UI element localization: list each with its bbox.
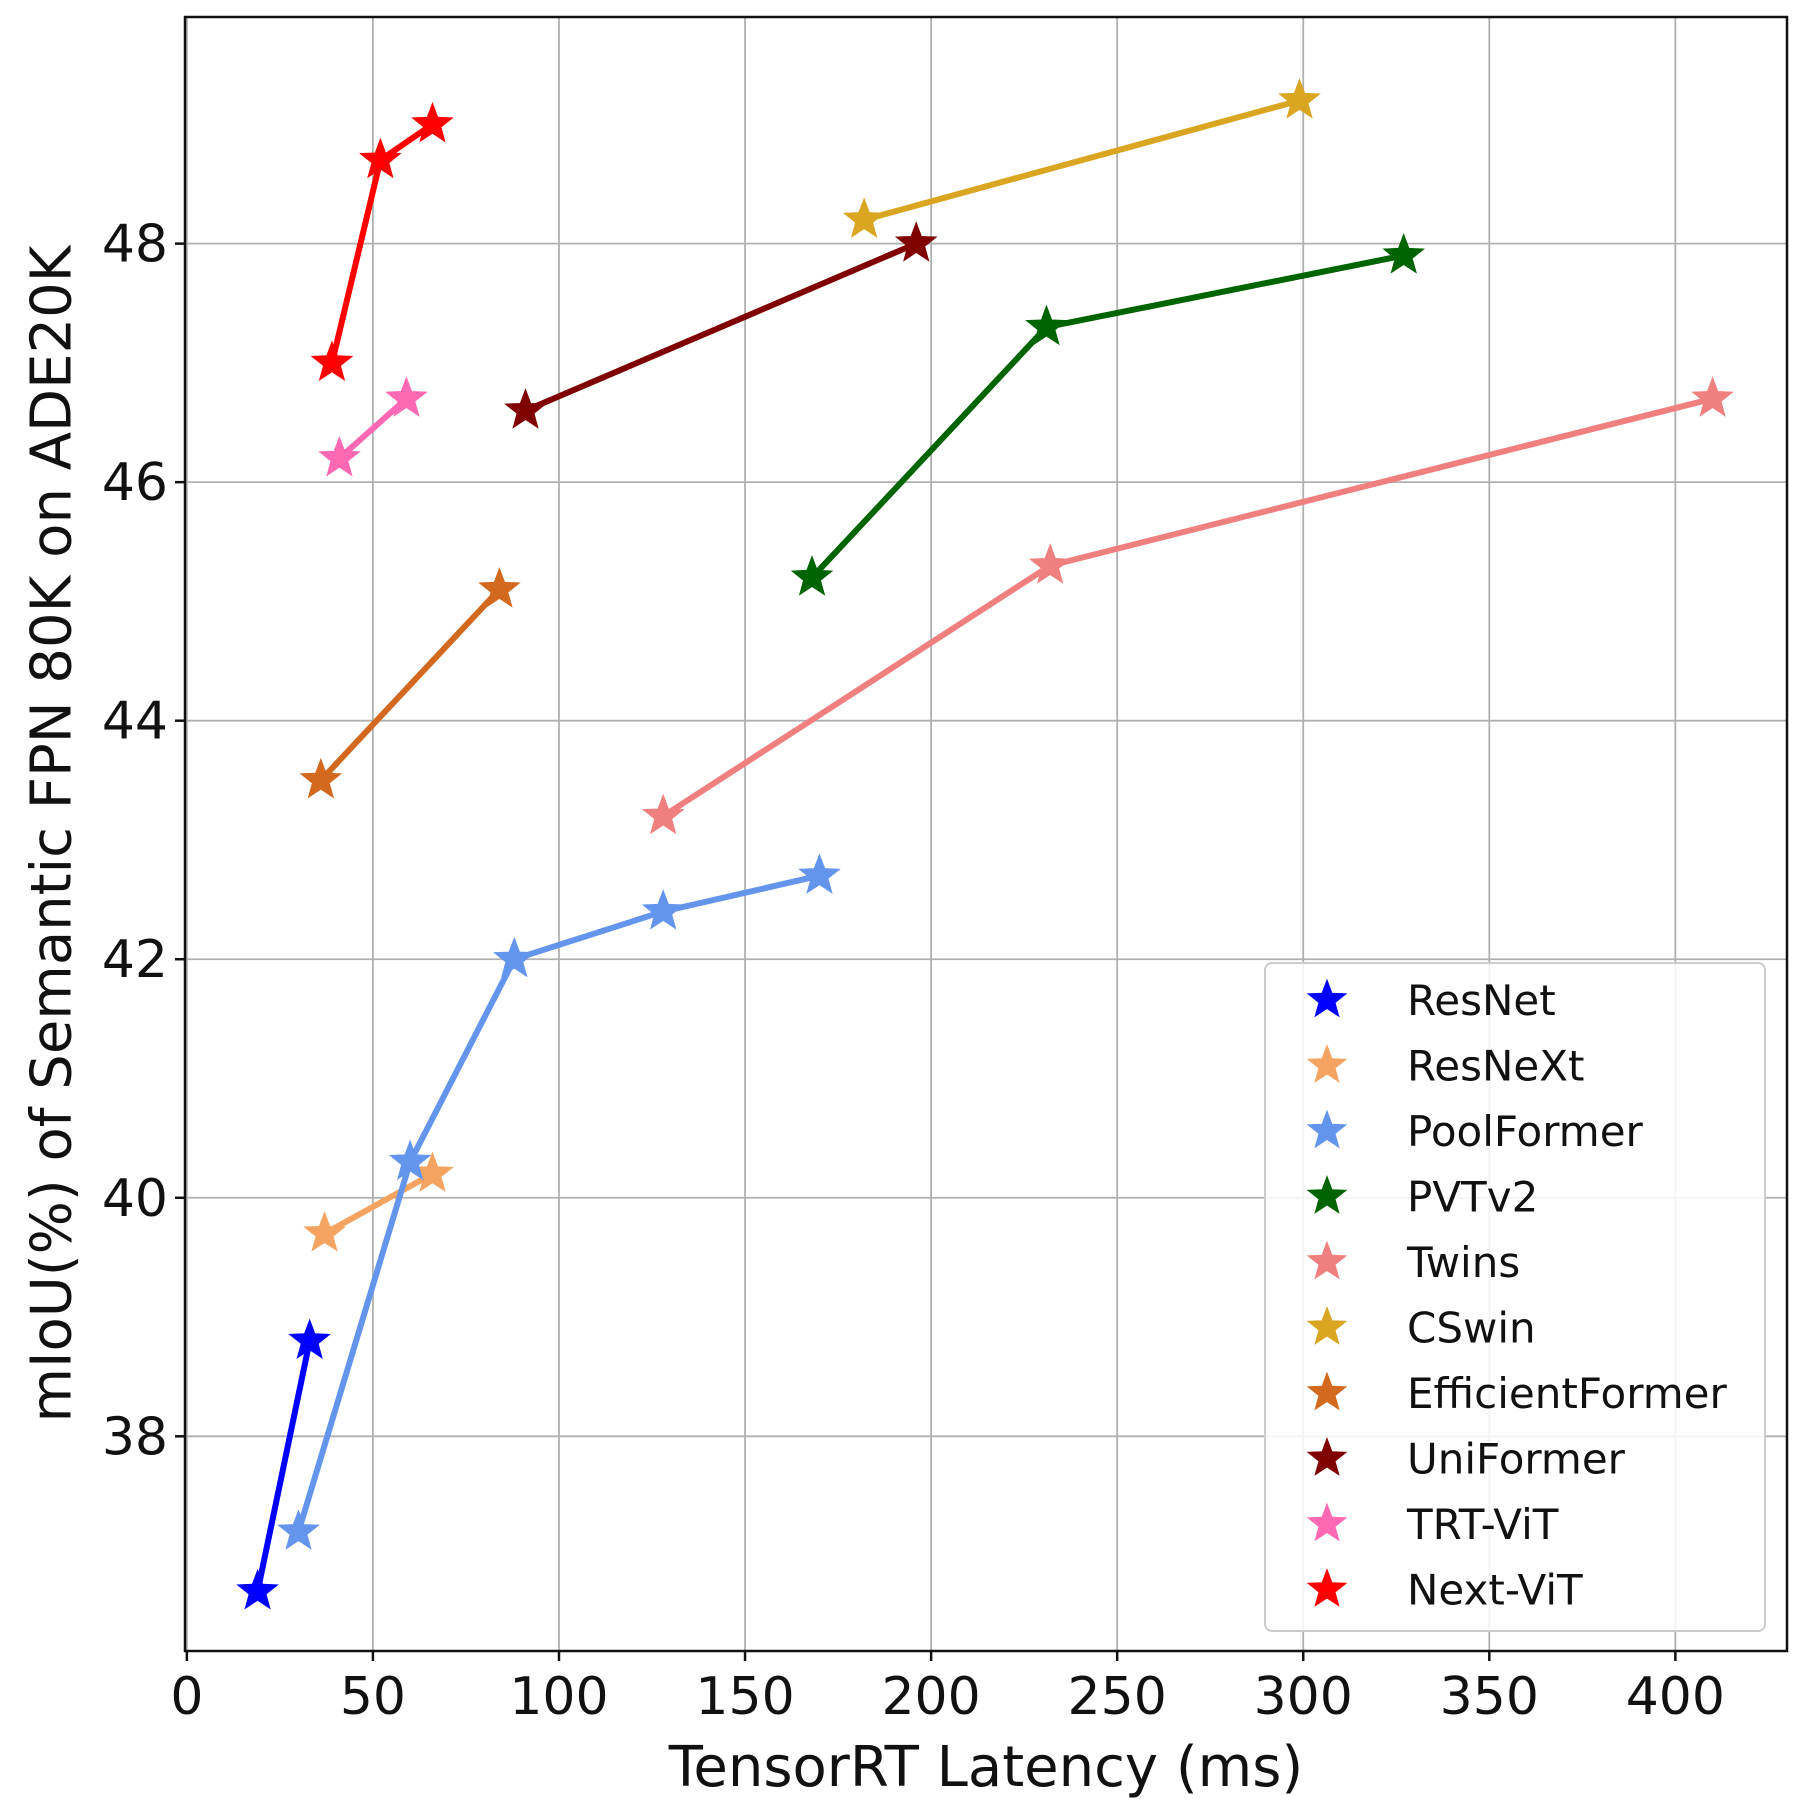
- point-cswin: [1278, 78, 1321, 119]
- legend-box: [1264, 962, 1766, 1632]
- point-resnext: [303, 1211, 346, 1252]
- point-twins: [1691, 376, 1734, 417]
- point-poolformer: [277, 1509, 320, 1550]
- series-lines: [236, 78, 1734, 1610]
- point-poolformer: [493, 936, 536, 978]
- grid: [185, 17, 1787, 1651]
- series-cswin: [842, 78, 1321, 238]
- legend-marker-resnext: [1306, 1044, 1348, 1083]
- legend-marker-trt-vit: [1306, 1502, 1348, 1542]
- x-tick-label: 100: [509, 1667, 608, 1727]
- x-tick-label: 50: [340, 1667, 406, 1727]
- point-resnet: [288, 1318, 331, 1360]
- series-efficientformer: [299, 567, 521, 799]
- legend-marker-pvtv2: [1306, 1175, 1348, 1214]
- series-line-cswin: [861, 97, 1303, 223]
- point-pvtv2: [790, 555, 834, 596]
- series-line-twins: [660, 395, 1716, 820]
- legend-marker-cswin: [1306, 1306, 1348, 1345]
- axis-ticks: 0 50 100 150 200 250 300 350 400 38 40 42 44 46 48: [102, 215, 1725, 1727]
- point-poolformer: [798, 853, 841, 894]
- series-poolformer: [277, 853, 841, 1550]
- point-uniformer: [504, 388, 547, 429]
- point-efficientformer: [299, 757, 343, 799]
- plot-area-frame: [183, 15, 1789, 1653]
- point-next-vit: [411, 101, 454, 143]
- point-poolformer: [388, 1139, 432, 1181]
- legend-marker-next-vit: [1306, 1568, 1348, 1607]
- point-next-vit: [359, 137, 402, 179]
- x-tick-label: 0: [170, 1667, 203, 1727]
- point-efficientformer: [478, 567, 521, 608]
- legend-label-trt-vit: TRT-ViT: [1406, 1500, 1559, 1549]
- x-tick-label: 350: [1440, 1667, 1539, 1727]
- x-tick-label: 200: [881, 1667, 980, 1727]
- legend-marker-resnet: [1306, 978, 1348, 1018]
- legend-marker-efficientformer: [1306, 1371, 1348, 1411]
- y-tick-label: 42: [102, 930, 168, 990]
- legend-label-poolformer: PoolFormer: [1407, 1107, 1644, 1156]
- point-poolformer: [641, 889, 685, 930]
- point-twins: [641, 793, 685, 835]
- point-next-vit: [310, 340, 354, 382]
- series-pvtv2: [790, 233, 1426, 596]
- series-trt-vit: [318, 376, 428, 477]
- point-resnet: [236, 1568, 279, 1610]
- point-pvtv2: [1025, 304, 1068, 346]
- y-tick-label: 46: [102, 453, 168, 513]
- legend-marker-twins: [1306, 1240, 1348, 1280]
- legend-marker-poolformer: [1306, 1109, 1348, 1149]
- y-tick-label: 44: [102, 692, 168, 752]
- series-line-trt-vit: [336, 395, 410, 462]
- point-uniformer: [894, 221, 938, 262]
- series-resnet: [236, 1318, 331, 1610]
- legend: ResNet ResNeXt PoolFormer PVTv2 Twins CSwin Ef…: [1264, 962, 1766, 1632]
- legend-label-pvtv2: PVTv2: [1407, 1173, 1538, 1222]
- legend-label-efficientformer: EfficientFormer: [1407, 1369, 1727, 1418]
- series-twins: [641, 376, 1734, 835]
- point-trt-vit: [385, 376, 428, 417]
- x-axis-label: TensorRT Latency (ms): [668, 1735, 1304, 1800]
- point-twins: [1028, 543, 1072, 584]
- legend-label-cswin: CSwin: [1407, 1304, 1536, 1353]
- series-line-pvtv2: [809, 252, 1407, 581]
- point-pvtv2: [1382, 233, 1426, 274]
- legend-marker-uniformer: [1306, 1437, 1348, 1476]
- y-axis-label: mIoU(%) of Semantic FPN 80K on ADE20K: [20, 244, 85, 1422]
- legend-label-twins: Twins: [1406, 1238, 1520, 1287]
- y-tick-label: 48: [102, 215, 168, 275]
- series-line-efficientformer: [317, 586, 503, 784]
- x-tick-label: 300: [1254, 1667, 1353, 1727]
- legend-label-uniformer: UniFormer: [1407, 1435, 1626, 1484]
- series-resnext: [303, 1151, 454, 1252]
- y-tick-label: 40: [102, 1169, 168, 1229]
- x-tick-label: 150: [695, 1667, 794, 1727]
- x-tick-label: 250: [1068, 1667, 1167, 1727]
- series-line-uniformer: [522, 240, 920, 414]
- legend-label-next-vit: Next-ViT: [1407, 1566, 1583, 1615]
- legend-label-resnext: ResNeXt: [1407, 1042, 1585, 1091]
- series-next-vit: [310, 101, 454, 382]
- y-tick-label: 38: [102, 1407, 168, 1467]
- point-cswin: [842, 197, 886, 238]
- series-line-resnet: [254, 1337, 313, 1595]
- x-tick-label: 400: [1626, 1667, 1725, 1727]
- series-uniformer: [504, 221, 938, 429]
- series-line-resnext: [321, 1170, 436, 1237]
- legend-label-resnet: ResNet: [1407, 976, 1556, 1025]
- point-trt-vit: [318, 435, 361, 477]
